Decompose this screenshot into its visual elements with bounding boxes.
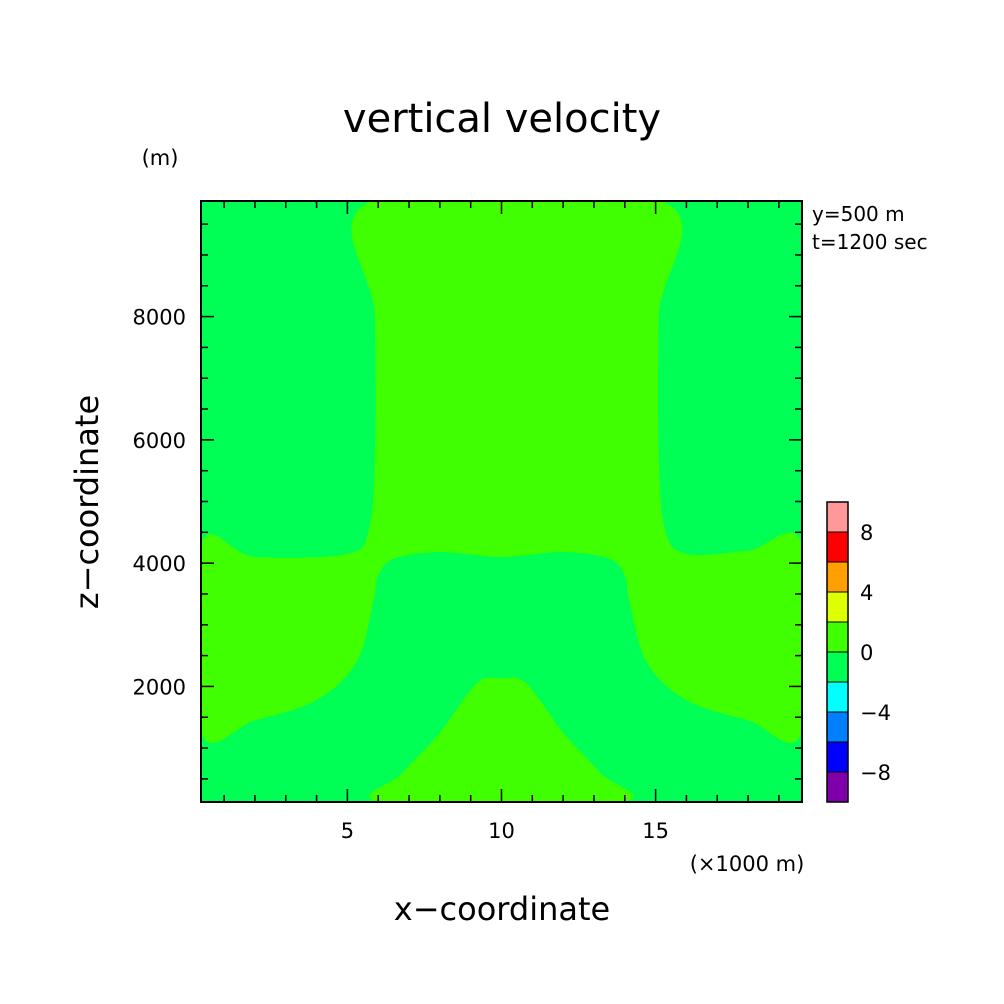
colorbar-swatch [826,741,849,773]
colorbar-swatch [826,651,849,683]
colorbar-swatch [826,681,849,713]
y-axis-label: z−coordinate [68,395,106,609]
colorbar-swatch [826,561,849,593]
colorbar-swatch [826,591,849,623]
y-tick-label: 2000 [133,675,186,699]
contour-region-2 [369,677,634,802]
colorbar-tick-label: 4 [860,581,873,605]
plot-area [201,201,802,802]
x-tick-label: 15 [642,819,669,843]
colorbar-swatch [826,711,849,743]
y-tick-label: 6000 [133,429,186,453]
y-tick-label: 4000 [133,552,186,576]
chart-title: vertical velocity [343,96,661,142]
colorbar-swatch [826,771,849,803]
info-y-position: y=500 m [812,202,905,226]
x-axis-ticks: 5 10 15 [223,201,780,843]
x-tick-label: 5 [341,819,354,843]
colorbar-tick-label: 8 [860,521,873,545]
colorbar-tick-label: −8 [860,761,891,785]
x-tick-label: 10 [488,819,515,843]
colorbar-swatch [826,501,849,533]
colorbar-swatch [826,531,849,563]
colorbar-tick-label: −4 [860,701,891,725]
colorbar-tick-label: 0 [860,641,873,665]
x-axis-unit: (×1000 m) [690,852,805,876]
x-axis-label: x−coordinate [394,890,610,928]
y-axis-unit: (m) [142,146,179,170]
contour-region-1 [201,201,802,743]
y-axis-ticks: 2000 4000 6000 8000 [133,223,802,780]
info-time: t=1200 sec [812,230,928,254]
colorbar-swatch [826,621,849,653]
colorbar-border [826,501,849,803]
colorbar: −8 −4 0 4 8 [826,501,891,803]
y-tick-label: 8000 [133,306,186,330]
